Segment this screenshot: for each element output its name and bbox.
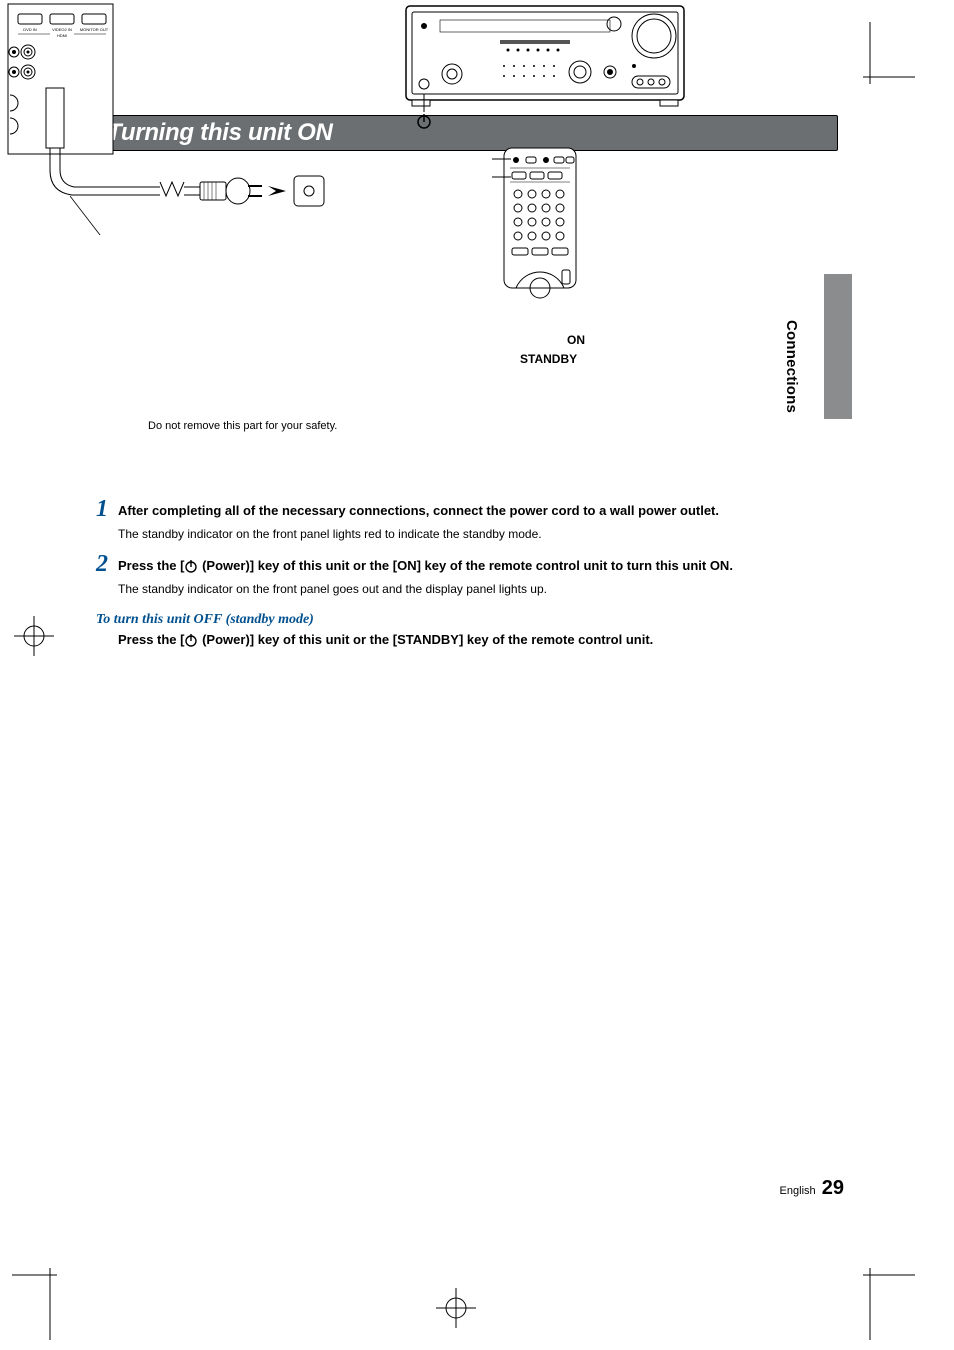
page-footer: English 29 — [780, 1177, 844, 1200]
footer-page: 29 — [822, 1177, 844, 1199]
step-1-body: The standby indicator on the front panel… — [118, 526, 836, 543]
remote-standby-label: STANDBY — [520, 352, 577, 366]
step-2-head-before: Press the [ — [118, 558, 184, 573]
crop-mark-tr — [855, 22, 915, 102]
step-1-number: 1 — [96, 496, 108, 523]
diagram-front-panel-remote — [400, 0, 690, 300]
footer-lang: English — [780, 1185, 816, 1197]
registration-left — [14, 616, 54, 656]
instruction-body: 1 After completing all of the necessary … — [96, 502, 836, 647]
step-1: 1 After completing all of the necessary … — [96, 502, 836, 543]
hdmi-label-3: MONITOR OUT — [80, 27, 109, 32]
step-2-head: Press the [ (Power)] key of this unit or… — [118, 557, 836, 575]
hdmi-group-label: HDMI — [57, 33, 67, 38]
step-2: 2 Press the [ (Power)] key of this unit … — [96, 557, 836, 598]
registration-bottom — [436, 1288, 476, 1328]
section-tab-bg — [824, 274, 852, 419]
diagram-rear-panel-power: DVD IN VIDEO2 IN MONITOR OUT HDMI — [0, 0, 330, 260]
diagram-left-caption: Do not remove this part for your safety. — [148, 420, 337, 432]
sub-body-after: (Power)] key of this unit or the [STANDB… — [198, 632, 653, 647]
sub-heading: To turn this unit OFF (standby mode) — [96, 612, 836, 628]
power-icon — [184, 559, 198, 573]
step-1-head: After completing all of the necessary co… — [118, 502, 836, 520]
hdmi-label-1: DVD IN — [23, 27, 37, 32]
step-2-head-after: (Power)] key of this unit or the [ON] ke… — [198, 558, 732, 573]
remote-on-label: ON — [567, 333, 585, 347]
hdmi-label-2: VIDEO2 IN — [52, 27, 72, 32]
sub-body-before: Press the [ — [118, 632, 184, 647]
step-2-number: 2 — [96, 551, 108, 578]
step-2-body: The standby indicator on the front panel… — [118, 581, 836, 598]
crop-mark-bl — [12, 1260, 72, 1340]
power-icon — [184, 633, 198, 647]
crop-mark-br — [855, 1260, 915, 1340]
sub-body: Press the [ (Power)] key of this unit or… — [96, 632, 836, 647]
section-tab-label: Connections — [783, 320, 800, 460]
